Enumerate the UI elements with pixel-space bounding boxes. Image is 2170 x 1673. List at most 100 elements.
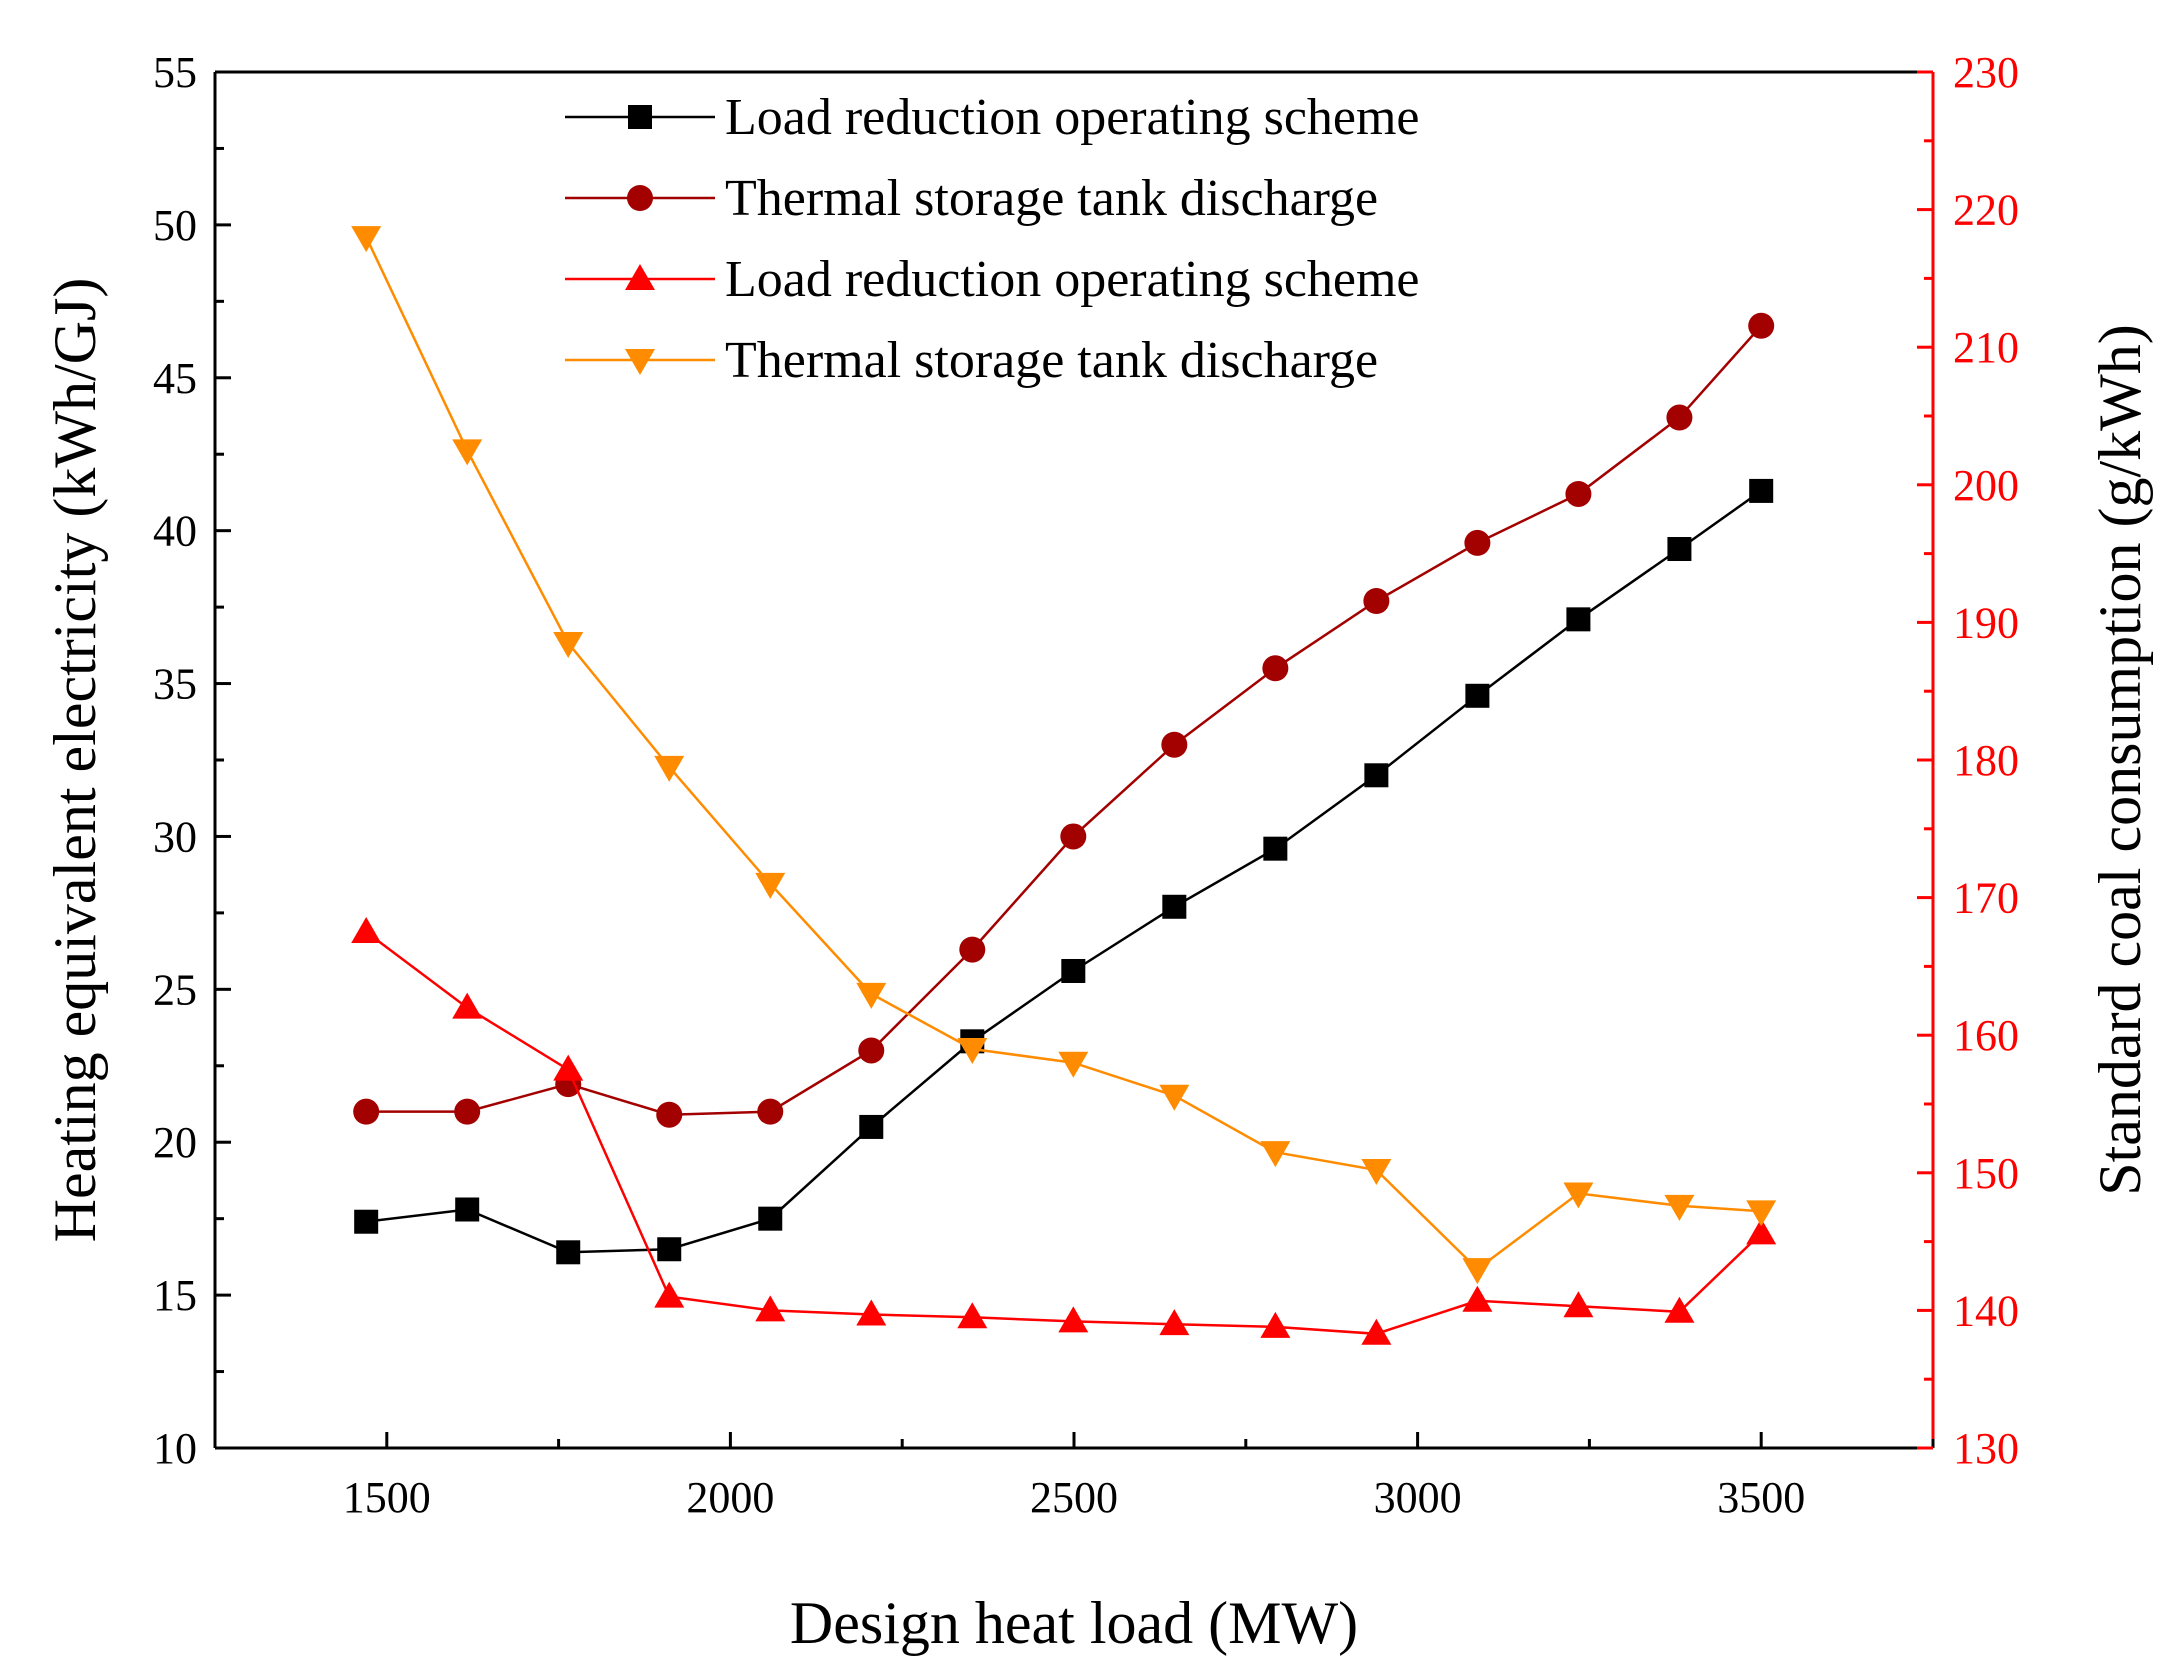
- series-3-point: [1664, 1296, 1695, 1323]
- series-1-point: [1566, 607, 1591, 632]
- series-layer: [351, 226, 1777, 1345]
- legend-marker: [625, 264, 655, 290]
- y-left-tick-label: 40: [153, 507, 197, 556]
- series-1-point: [758, 1206, 783, 1231]
- series-1-point: [1667, 537, 1692, 562]
- y-axis-left: 10 15 20 25 30 35 40 45 50 55: [153, 48, 231, 1473]
- series-1-point: [1263, 836, 1288, 861]
- series-3-line: [365, 930, 1763, 1336]
- series-4-point: [1746, 1200, 1777, 1227]
- series-4-point: [553, 632, 584, 659]
- series-3-point: [553, 1054, 584, 1081]
- series-2-point: [1666, 404, 1693, 431]
- series-1-point: [859, 1114, 884, 1139]
- series-3-point: [1159, 1309, 1190, 1336]
- series-4-point: [1361, 1159, 1392, 1186]
- legend-entry: Thermal storage tank discharge: [565, 170, 1378, 227]
- series-2-point: [1262, 655, 1289, 682]
- legend-entry: Thermal storage tank discharge: [565, 332, 1378, 389]
- series-2-line: [366, 324, 1763, 1116]
- x-tick-label: 3500: [1717, 1473, 1805, 1522]
- series-3-point: [452, 992, 483, 1019]
- y-left-tick-label: 15: [153, 1271, 197, 1320]
- legend-entry: Load reduction operating scheme: [565, 251, 1420, 308]
- series-3-point: [1361, 1318, 1392, 1345]
- series-2: [353, 312, 1775, 1128]
- series-3-point: [1462, 1285, 1493, 1312]
- series-4-point: [856, 982, 887, 1009]
- y-left-tick-label: 35: [153, 660, 197, 709]
- y-axis-right: 130 140 150 160 170 180 190 200 210 220 230: [1917, 48, 2019, 1473]
- y-right-tick-label: 160: [1953, 1011, 2019, 1060]
- series-4-point: [1260, 1141, 1291, 1168]
- series-3-point: [1058, 1306, 1089, 1333]
- series-1-point: [1061, 958, 1086, 983]
- series-1-point: [1749, 478, 1774, 503]
- y-left-tick-label: 30: [153, 812, 197, 861]
- y-right-tick-label: 220: [1953, 186, 2019, 235]
- series-1-point: [1465, 683, 1490, 708]
- series-4-line: [365, 236, 1762, 1271]
- series-4-point: [755, 872, 786, 899]
- y-right-tick-label: 210: [1953, 323, 2019, 372]
- series-1-point: [455, 1197, 480, 1222]
- series-2-point: [757, 1098, 784, 1125]
- series-2-point: [959, 936, 986, 963]
- series-1-point: [1364, 763, 1389, 788]
- series-3-point: [654, 1281, 685, 1308]
- series-3-point: [755, 1295, 786, 1322]
- series-4-point: [351, 226, 382, 253]
- series-4-point: [1058, 1051, 1089, 1078]
- series-1-point: [354, 1209, 379, 1234]
- y-left-tick-label: 10: [153, 1424, 197, 1473]
- series-2-point: [1464, 529, 1491, 556]
- series-2-point: [353, 1098, 380, 1125]
- legend-label: Thermal storage tank discharge: [725, 170, 1378, 227]
- series-2-point: [1748, 312, 1775, 339]
- series-4-point: [957, 1037, 988, 1064]
- series-2-point: [1363, 587, 1390, 614]
- series-2-point: [1060, 823, 1087, 850]
- x-axis: 1500 2000 2500 3000 3500: [213, 1432, 1935, 1522]
- series-4-point: [452, 439, 483, 466]
- series-4-point: [1462, 1258, 1493, 1285]
- series-4-point: [1563, 1182, 1594, 1209]
- legend-entry: Load reduction operating scheme: [565, 89, 1420, 146]
- series-4-point: [1159, 1084, 1190, 1111]
- legend: Load reduction operating scheme Thermal s…: [565, 89, 1420, 389]
- y-right-tick-label: 170: [1953, 874, 2019, 923]
- x-tick-label: 3000: [1374, 1473, 1462, 1522]
- y-right-tick-label: 130: [1953, 1424, 2019, 1473]
- legend-label: Load reduction operating scheme: [725, 89, 1420, 146]
- y-left-tick-label: 25: [153, 965, 197, 1014]
- y-right-tick-label: 140: [1953, 1286, 2019, 1335]
- series-4: [351, 226, 1777, 1285]
- y-right-tick-label: 230: [1953, 48, 2019, 97]
- y-right-tick-label: 190: [1953, 598, 2019, 647]
- series-3: [351, 917, 1777, 1345]
- series-2-point: [1161, 731, 1188, 758]
- y-left-tick-label: 55: [153, 48, 197, 97]
- y-left-tick-label: 20: [153, 1118, 197, 1167]
- series-3-point: [1260, 1311, 1291, 1338]
- series-1-point: [657, 1237, 682, 1262]
- y-axis-left-title: Heating equivalent electricity (kWh/GJ): [42, 278, 108, 1243]
- x-tick-label: 2000: [686, 1473, 774, 1522]
- series-2-point: [656, 1101, 683, 1128]
- y-left-tick-label: 50: [153, 201, 197, 250]
- y-right-tick-label: 150: [1953, 1149, 2019, 1198]
- series-2-point: [1565, 480, 1592, 507]
- series-3-point: [1563, 1291, 1594, 1318]
- series-2-point: [858, 1037, 885, 1064]
- series-3-point: [856, 1299, 887, 1326]
- series-4-point: [654, 755, 685, 782]
- x-tick-label: 2500: [1030, 1473, 1118, 1522]
- series-3-point: [1746, 1218, 1777, 1245]
- legend-marker: [625, 349, 655, 375]
- series-4-point: [1664, 1194, 1695, 1221]
- series-2-point: [454, 1098, 481, 1125]
- series-3-point: [351, 917, 382, 943]
- legend-marker: [627, 185, 653, 211]
- series-1-line: [366, 489, 1762, 1254]
